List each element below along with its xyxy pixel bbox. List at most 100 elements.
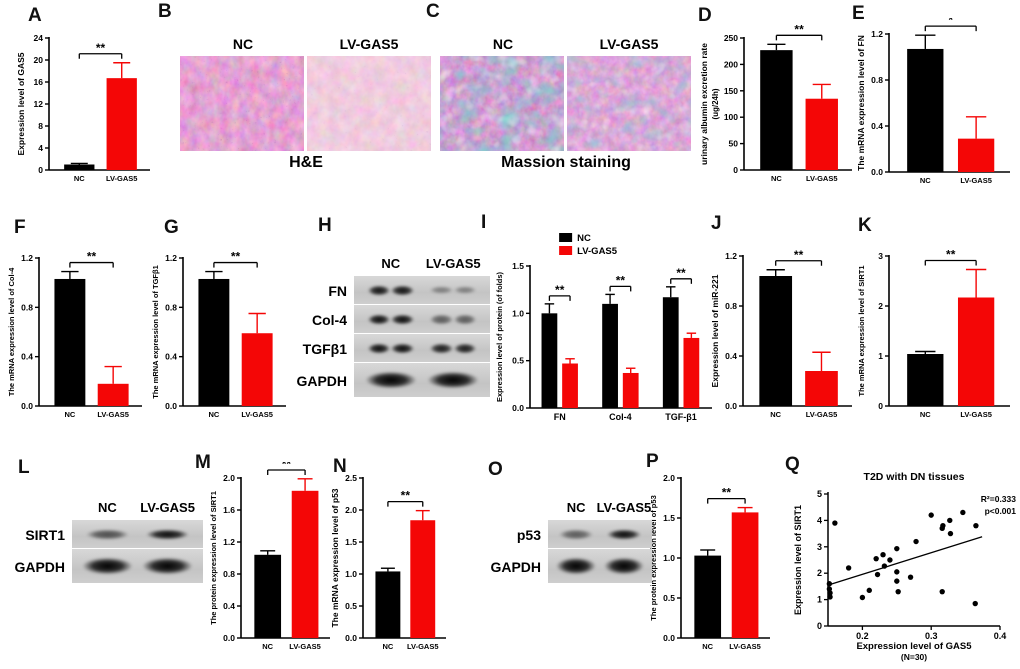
y-tick-label: 24 xyxy=(34,33,44,43)
regression-line xyxy=(827,536,983,586)
y-tick-label: 0.8 xyxy=(725,301,737,311)
significance-marker: * xyxy=(948,18,953,27)
data-point xyxy=(880,552,886,558)
bar-col-4-lv-gas5 xyxy=(622,372,639,408)
x-category-label: FN xyxy=(554,412,566,422)
y-tick-label: 0 xyxy=(817,621,822,631)
x-category-label: NC xyxy=(920,410,931,419)
data-point xyxy=(845,565,852,571)
protein-band xyxy=(85,528,130,540)
panel-o-westernblot: NC LV-GAS5 p53 GAPDH xyxy=(484,500,652,584)
y-tick-label: 16 xyxy=(34,77,44,87)
y-tick-label: 0.0 xyxy=(165,401,177,411)
data-point xyxy=(939,588,945,595)
chart-Q: 0 1 2 3 4 5 0.2 0.3 0.4 T2D with DN tissues R²=0.3… xyxy=(793,471,1017,662)
y-axis-label: Expression level of GAS5 xyxy=(16,52,26,155)
significance-marker: ** xyxy=(231,250,241,264)
x-tick-label: 0.3 xyxy=(925,631,938,641)
y-tick-label: 2.0 xyxy=(345,505,357,515)
protein-label: FN xyxy=(328,282,347,299)
significance-marker: ** xyxy=(616,273,626,287)
panel-label-f: F xyxy=(14,217,26,238)
significance-marker: ** xyxy=(282,462,292,471)
x-category-label: NC xyxy=(262,642,273,651)
data-point xyxy=(894,578,900,584)
legend-swatch-lv-gas5 xyxy=(559,246,573,255)
panel-label-c: C xyxy=(426,1,440,22)
y-tick-label: 2 xyxy=(878,301,883,311)
chart-F: 0.0 0.4 0.8 1.2 The mRNA expression level of… xyxy=(7,250,142,419)
y-tick-label: 0.4 xyxy=(725,351,737,361)
chart-P: 0.0 0.5 1.0 1.5 2.0 The protein expression le… xyxy=(649,473,770,651)
y-tick-label: 0.4 xyxy=(871,121,883,131)
y-tick-label: 2.5 xyxy=(345,473,357,483)
blot-row-fn: FN xyxy=(290,276,490,305)
protein-label: p53 xyxy=(516,526,541,543)
data-point xyxy=(928,512,934,518)
data-point xyxy=(960,509,966,516)
panel-e-chart: 0.0 0.4 0.8 1.2 The mRNA expression level of… xyxy=(856,18,1016,196)
x-category-label: NC xyxy=(208,410,219,419)
y-tick-label: 2.0 xyxy=(663,473,675,483)
y-tick-label: 250 xyxy=(724,33,738,43)
blot-strip xyxy=(72,520,203,548)
legend-label: LV-GAS5 xyxy=(577,246,618,257)
lane-label-lv-gas5: LV-GAS5 xyxy=(339,36,399,52)
protein-band xyxy=(452,342,478,354)
panel-p-chart: 0.0 0.5 1.0 1.5 2.0 The protein expression le… xyxy=(648,462,776,662)
lane-label-lv-gas5: LV-GAS5 xyxy=(140,500,195,515)
chart-K: 0 1 2 3 The mRNA expression level of SIRT1 NC… xyxy=(857,248,1010,419)
x-category-label: NC xyxy=(382,642,393,651)
bar-nc xyxy=(694,555,722,638)
chart-I: 0.0 0.5 1.0 1.5 Expression level of protein … xyxy=(495,233,712,422)
y-tick-label: 5 xyxy=(817,489,822,499)
significance-marker: ** xyxy=(87,250,97,264)
blot-row-gapdh: GAPDH xyxy=(290,363,490,398)
stats-annotation: p<0.001 xyxy=(985,506,1017,516)
chart-G: 0.0 0.4 0.8 1.2 The mRNA expression level of… xyxy=(151,250,286,419)
y-tick-label: 1.6 xyxy=(223,505,235,515)
data-point xyxy=(874,571,881,578)
significance-marker: ** xyxy=(794,22,804,36)
y-tick-label: 1.0 xyxy=(345,569,357,579)
lane-label-lv-gas5: LV-GAS5 xyxy=(599,36,659,52)
protein-label: GAPDH xyxy=(14,558,65,575)
x-category-label: NC xyxy=(74,174,85,183)
y-tick-label: 4 xyxy=(38,143,43,153)
protein-band xyxy=(429,286,454,294)
y-tick-label: 1.2 xyxy=(21,253,33,263)
chart-A: 0 4 8 12 16 20 24 Expression level of GAS5 NC LV-… xyxy=(16,33,150,183)
panel-label-q: Q xyxy=(785,454,800,475)
y-tick-label: 0 xyxy=(878,401,883,411)
stats-annotation: R²=0.333 xyxy=(981,494,1016,504)
panel-label-g: G xyxy=(164,217,179,238)
x-category-label: LV-GAS5 xyxy=(806,174,838,183)
protein-band xyxy=(366,284,392,296)
y-tick-label: 0.8 xyxy=(223,569,235,579)
panel-m-chart: 0.0 0.4 0.8 1.2 1.6 2.0 The protein expression… xyxy=(208,462,336,662)
chart-J: 0.0 0.4 0.8 1.2 Expression level of miR-221 N… xyxy=(710,248,852,419)
lane-label-nc: NC xyxy=(566,500,586,515)
lane-label-lv-gas5: LV-GAS5 xyxy=(425,256,481,271)
blot-row-gapdh: GAPDH xyxy=(484,549,652,584)
y-tick-label: 50 xyxy=(729,139,739,149)
y-tick-label: 0 xyxy=(38,165,43,175)
significance-marker: ** xyxy=(946,248,956,262)
data-point xyxy=(973,522,979,529)
y-tick-label: 0.0 xyxy=(21,401,33,411)
y-tick-label: 0.5 xyxy=(512,356,524,366)
panel-i-chart: 0.0 0.5 1.0 1.5 Expression level of protein … xyxy=(494,230,716,432)
y-tick-label: 3 xyxy=(817,542,822,552)
bar-tgf-β1-lv-gas5 xyxy=(683,337,700,408)
panel-l-westernblot: NC LV-GAS5 SIRT1 GAPDH xyxy=(8,500,203,584)
data-point xyxy=(827,594,833,600)
y-axis-label: The mRNA expression level of FN xyxy=(856,35,866,171)
protein-band xyxy=(366,313,392,325)
x-category-label: LV-GAS5 xyxy=(960,176,992,185)
protein-band xyxy=(390,342,415,354)
protein-band xyxy=(426,371,481,389)
y-tick-label: 1.5 xyxy=(663,513,675,523)
y-tick-label: 0.0 xyxy=(663,633,675,643)
scatter-title: T2D with DN tissues xyxy=(864,471,965,483)
bar-lv-gas5 xyxy=(957,297,995,406)
